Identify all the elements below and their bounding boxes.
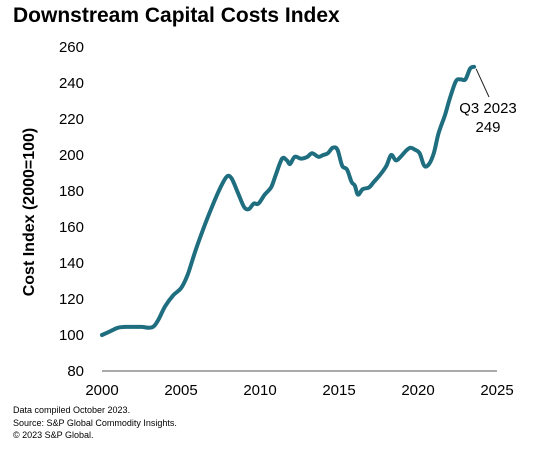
footnote-copyright: © 2023 S&P Global.	[13, 430, 94, 440]
x-axis-ticks: 2000 2005 2010 2015 2020 2025	[85, 382, 513, 399]
x-tick-label: 2010	[243, 382, 276, 399]
x-tick-label: 2015	[322, 382, 355, 399]
annotation-layer: Q3 2023 249	[459, 68, 517, 136]
chart-title: Downstream Capital Costs Index	[13, 4, 340, 27]
annotation-leader-line	[475, 68, 490, 98]
x-tick-label: 2000	[85, 382, 118, 399]
annotation-value: 249	[475, 119, 500, 136]
y-tick-label: 180	[59, 183, 84, 200]
y-axis-ticks: 80 100 120 140 160 180 200 220 240 260	[59, 39, 84, 380]
y-tick-label: 200	[59, 147, 84, 164]
y-tick-label: 260	[59, 39, 84, 56]
series-line	[100, 64, 477, 337]
y-tick-label: 100	[59, 327, 84, 344]
y-tick-label: 80	[67, 363, 84, 380]
x-tick-label: 2020	[401, 382, 434, 399]
series-layer	[100, 64, 477, 337]
footnote-source: Source: S&P Global Commodity Insights.	[13, 417, 177, 428]
footnote-data-compiled: Data compiled October 2023.	[13, 405, 131, 415]
footnotes: Data compiled October 2023. Source: S&P …	[13, 404, 177, 442]
y-axis-label: Cost Index (2000=100)	[21, 127, 38, 297]
x-tick-label: 2005	[164, 382, 197, 399]
y-tick-label: 140	[59, 255, 84, 272]
annotation-label: Q3 2023	[459, 100, 517, 117]
y-tick-label: 240	[59, 75, 84, 92]
x-tick-label: 2025	[480, 382, 513, 399]
y-tick-label: 220	[59, 111, 84, 128]
y-tick-label: 160	[59, 219, 84, 236]
y-tick-label: 120	[59, 291, 84, 308]
